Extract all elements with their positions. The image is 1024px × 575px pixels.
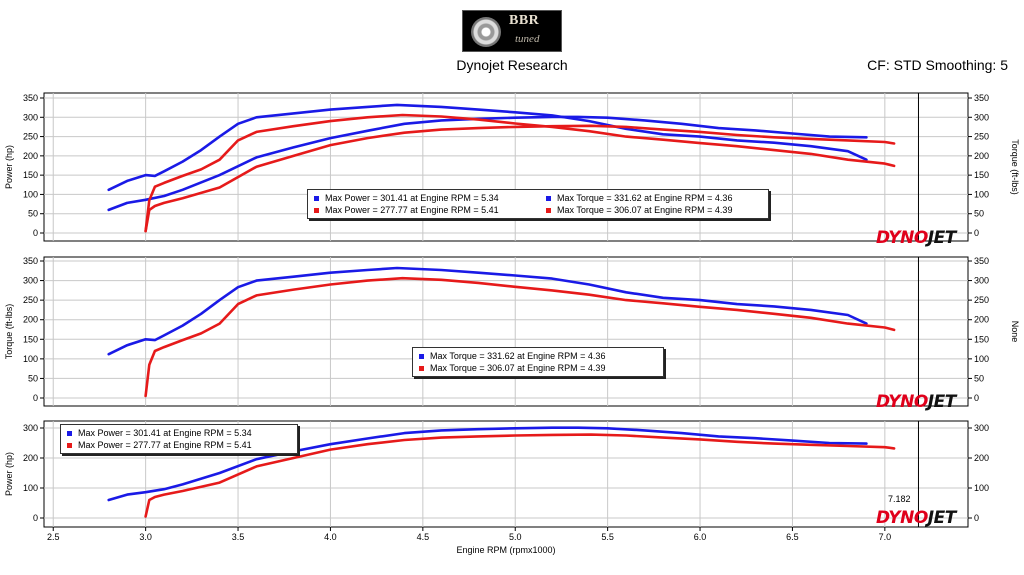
series-line-power-blue [107,115,868,212]
legend-entry: Max Power = 277.77 at Engine RPM = 5.41 [325,205,499,215]
y2-tick-label: 50 [974,209,984,219]
x-tick-label: 5.0 [509,532,522,542]
series-line-power-blue [107,426,868,502]
y2-tick-label: 100 [974,354,989,364]
y2-tick-label: 50 [974,373,984,383]
y-tick-label: 100 [23,354,38,364]
legend-panel-1: Max Power = 301.41 at Engine RPM = 5.34 … [307,189,769,219]
y2-tick-label: 300 [974,423,989,433]
legend-panel-3: Max Power = 301.41 at Engine RPM = 5.34 … [60,424,298,454]
legend-entry: Max Torque = 331.62 at Engine RPM = 4.36 [557,193,733,203]
y2-tick-label: 0 [974,393,979,403]
settings-label: CF: STD Smoothing: 5 [867,57,1008,73]
bbr-logo: BBR tuned [462,10,562,52]
plot-frame [43,256,969,407]
y2-tick-label: 100 [974,483,989,493]
legend-swatch-red [546,207,551,213]
y2-tick-label: 350 [974,256,989,266]
y-tick-label: 150 [23,334,38,344]
legend-swatch-red [314,207,319,213]
dynojet-logo: DYNOJET [876,508,956,528]
turbo-icon [471,17,501,47]
y-tick-label: 100 [23,483,38,493]
y-tick-label: 100 [23,189,38,199]
y-tick-label: 0 [33,228,38,238]
y2-tick-label: 0 [974,513,979,523]
x-tick-label: 6.0 [694,532,707,542]
x-tick-label: 6.5 [786,532,799,542]
y-axis-label: Torque (ft-lbs) [4,304,14,360]
dynojet-logo: DYNOJET [876,392,956,412]
y2-tick-label: 200 [974,453,989,463]
dynojet-logo: DYNOJET [876,228,956,248]
legend-swatch-blue [314,195,319,201]
series-line-power-red [144,433,896,518]
x-tick-label: 2.5 [47,532,60,542]
source-title: Dynojet Research [456,57,568,73]
legend-swatch-red [67,442,72,448]
y-tick-label: 0 [33,393,38,403]
y2-tick-label: 100 [974,189,989,199]
legend-swatch-red [419,365,424,371]
y-tick-label: 300 [23,423,38,433]
y-tick-label: 0 [33,513,38,523]
legend-entry: Max Power = 301.41 at Engine RPM = 5.34 [78,428,252,438]
y2-tick-label: 0 [974,228,979,238]
x-tick-label: 7.0 [879,532,892,542]
y2-tick-label: 150 [974,334,989,344]
y-tick-label: 200 [23,453,38,463]
logo-subtext: tuned [515,33,540,45]
y2-tick-label: 300 [974,112,989,122]
legend-swatch-blue [419,353,424,359]
series-line-power-red [144,124,896,233]
y-tick-label: 350 [23,93,38,103]
series-line-torque-blue [107,103,868,192]
series-line-torque-red [144,276,896,398]
legend-panel-2: Max Torque = 331.62 at Engine RPM = 4.36… [412,347,664,377]
logo-text: BBR [509,13,540,28]
y-axis-label: Power (hp) [4,452,14,496]
y-tick-label: 200 [23,151,38,161]
y2-tick-label: 250 [974,295,989,305]
y-tick-label: 50 [28,209,38,219]
y2-tick-label: 200 [974,151,989,161]
y2-tick-label: 250 [974,132,989,142]
y-tick-label: 150 [23,170,38,180]
y-axis-label: Power (hp) [4,145,14,189]
cursor-readout: 7.182 [888,494,911,504]
x-axis-label: Engine RPM (rpmx1000) [456,545,555,555]
y-tick-label: 250 [23,132,38,142]
series-line-torque-red [144,113,896,233]
y2-tick-label: 150 [974,170,989,180]
y2-tick-label: 350 [974,93,989,103]
y-tick-label: 300 [23,276,38,286]
legend-entry: Max Torque = 306.07 at Engine RPM = 4.39 [430,363,606,373]
y2-tick-label: 200 [974,315,989,325]
legend-swatch-blue [67,430,72,436]
x-tick-label: 5.5 [601,532,614,542]
y2-axis-label: Torque (ft-lbs) [1010,139,1020,195]
x-tick-label: 4.5 [417,532,430,542]
series-line-torque-blue [107,266,868,356]
y-tick-label: 300 [23,112,38,122]
y-tick-label: 50 [28,373,38,383]
y-tick-label: 250 [23,295,38,305]
legend-entry: Max Power = 277.77 at Engine RPM = 5.41 [78,440,252,450]
y-tick-label: 200 [23,315,38,325]
x-tick-label: 3.5 [232,532,245,542]
legend-entry: Max Torque = 306.07 at Engine RPM = 4.39 [557,205,733,215]
y2-axis-label: None [1010,321,1020,343]
legend-entry: Max Power = 301.41 at Engine RPM = 5.34 [325,193,499,203]
x-tick-label: 4.0 [324,532,337,542]
y2-tick-label: 300 [974,276,989,286]
legend-swatch-blue [546,195,551,201]
y-tick-label: 350 [23,256,38,266]
legend-entry: Max Torque = 331.62 at Engine RPM = 4.36 [430,351,606,361]
x-tick-label: 3.0 [139,532,152,542]
